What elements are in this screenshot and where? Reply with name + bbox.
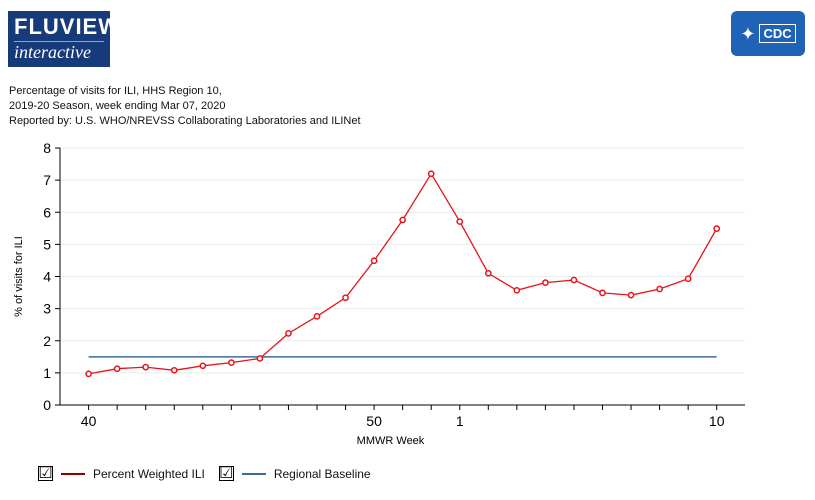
legend-label-ili: Percent Weighted ILI — [93, 466, 205, 481]
ili-line-chart: 0 1 2 3 4 5 6 7 8 40 50 1 10 MMWR Week % of visits for… — [13, 140, 745, 447]
x-tick-label: 40 — [81, 413, 97, 429]
cdc-logo-text: CDC — [759, 24, 796, 43]
data-point — [456, 218, 464, 225]
series-line-percent-weighted-ili — [88, 172, 718, 375]
data-point — [228, 359, 235, 366]
data-point — [313, 312, 321, 320]
data-point — [199, 362, 207, 370]
y-tick-label: 0 — [43, 397, 51, 413]
data-point — [542, 279, 549, 286]
y-tick-label: 8 — [43, 140, 51, 156]
data-point — [484, 269, 492, 277]
y-tick-label: 5 — [43, 236, 51, 252]
legend-checkbox-ili[interactable]: ☑ — [38, 464, 53, 482]
data-point — [599, 289, 606, 297]
x-tick-label: 50 — [366, 413, 382, 429]
x-tick-label: 10 — [709, 413, 725, 429]
data-point — [342, 294, 349, 302]
cdc-logo[interactable]: ✦ CDC — [731, 11, 805, 56]
header-line2: 2019-20 Season, week ending Mar 07, 2020 — [9, 100, 226, 112]
data-point — [256, 355, 264, 362]
data-point — [513, 286, 521, 294]
y-tick-label: 1 — [43, 365, 51, 381]
logo-line1: FLUVIEW — [14, 14, 120, 39]
data-point — [656, 285, 663, 293]
data-point — [142, 363, 150, 371]
legend-label-baseline: Regional Baseline — [273, 466, 371, 481]
y-tick-label: 4 — [43, 269, 51, 285]
header-line1: Percentage of visits for ILI, HHS Region… — [9, 85, 222, 97]
header-line3: Reported by: U.S. WHO/NREVSS Collaborati… — [9, 115, 361, 127]
data-point — [399, 216, 406, 224]
data-point — [370, 257, 378, 265]
hhs-eagle-icon: ✦ — [740, 23, 756, 44]
data-point — [684, 275, 692, 283]
data-point — [170, 366, 178, 374]
data-point — [113, 365, 121, 373]
chart-header: Percentage of visits for ILI, HHS Region… — [9, 84, 361, 129]
y-tick-label: 3 — [43, 301, 51, 317]
data-point — [713, 225, 721, 232]
data-point — [85, 370, 92, 378]
chart-legend: ☑ Percent Weighted ILI ☑ Regional Baseli… — [38, 464, 385, 482]
x-axis-label: MMWR Week — [357, 435, 425, 447]
data-point — [627, 291, 635, 299]
legend-swatch-ili — [61, 472, 85, 475]
data-point — [570, 276, 578, 284]
x-tick-label: 1 — [456, 413, 464, 429]
legend-swatch-baseline — [241, 472, 266, 475]
data-point — [285, 330, 292, 337]
data-point — [427, 170, 435, 178]
logo-line2: interactive — [14, 41, 104, 62]
fluview-logo: FLUVIEW interactive — [8, 11, 120, 67]
y-tick-label: 2 — [43, 333, 51, 349]
y-axis-label: % of visits for ILI — [13, 236, 25, 317]
y-tick-label: 7 — [43, 172, 51, 188]
y-tick-label: 6 — [43, 204, 51, 220]
legend-checkbox-baseline[interactable]: ☑ — [218, 464, 234, 482]
